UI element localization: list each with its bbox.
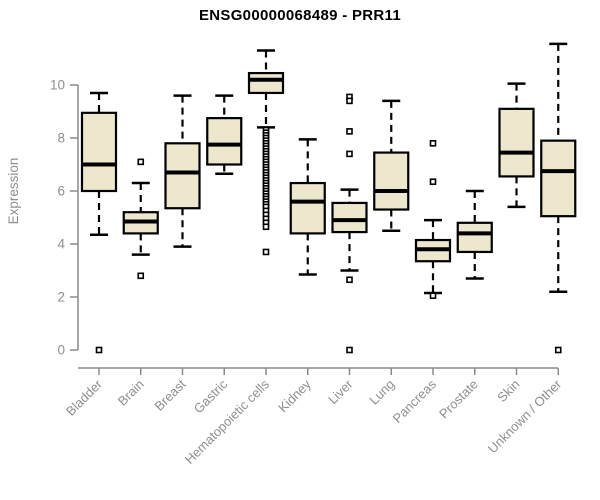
outlier-point: [95, 346, 103, 354]
outlier-point: [429, 140, 437, 147]
outlier-point: [429, 178, 437, 186]
chart-title: ENSG00000068489 - PRR11: [198, 7, 402, 24]
x-category-label: Bladder: [63, 376, 106, 419]
box-iqr: [456, 221, 493, 254]
outlier-point: [346, 276, 353, 284]
outlier-point: [346, 97, 353, 105]
box-iqr: [206, 117, 243, 166]
y-tick-label: 10: [50, 78, 65, 93]
outlier-point: [346, 150, 353, 158]
x-category-label: Lung: [366, 377, 397, 408]
outlier-point: [346, 128, 353, 135]
box-iqr: [164, 142, 201, 210]
y-tick-label: 4: [57, 237, 65, 252]
outlier-point: [137, 158, 145, 166]
outlier-point: [346, 346, 353, 354]
x-category-label: Kidney: [275, 376, 314, 415]
x-category-label: Pancreas: [390, 376, 440, 426]
box-iqr: [373, 151, 410, 211]
x-category-label: Unknown / Other: [485, 376, 565, 456]
x-category-label: Brain: [115, 377, 147, 409]
y-tick-label: 8: [57, 131, 65, 146]
outlier-point: [262, 248, 270, 256]
x-category-label: Breast: [151, 376, 188, 413]
outlier-point: [137, 272, 145, 280]
y-tick-label: 6: [57, 184, 65, 199]
x-category-label: Skin: [494, 377, 522, 405]
y-tick-label: 2: [57, 290, 65, 305]
box-iqr: [331, 201, 368, 234]
x-category-label: Liver: [325, 376, 356, 407]
x-category-label: Gastric: [191, 376, 231, 416]
box-iqr: [498, 107, 535, 178]
y-tick-label: 0: [57, 343, 65, 358]
box-iqr: [247, 71, 285, 95]
outlier-point: [554, 346, 562, 354]
outlier-point: [429, 292, 437, 299]
box-iqr: [540, 139, 577, 218]
x-category-label: Prostate: [436, 377, 481, 422]
outlier-point: [262, 223, 270, 231]
box-iqr: [289, 181, 326, 235]
box-iqr: [80, 111, 118, 193]
